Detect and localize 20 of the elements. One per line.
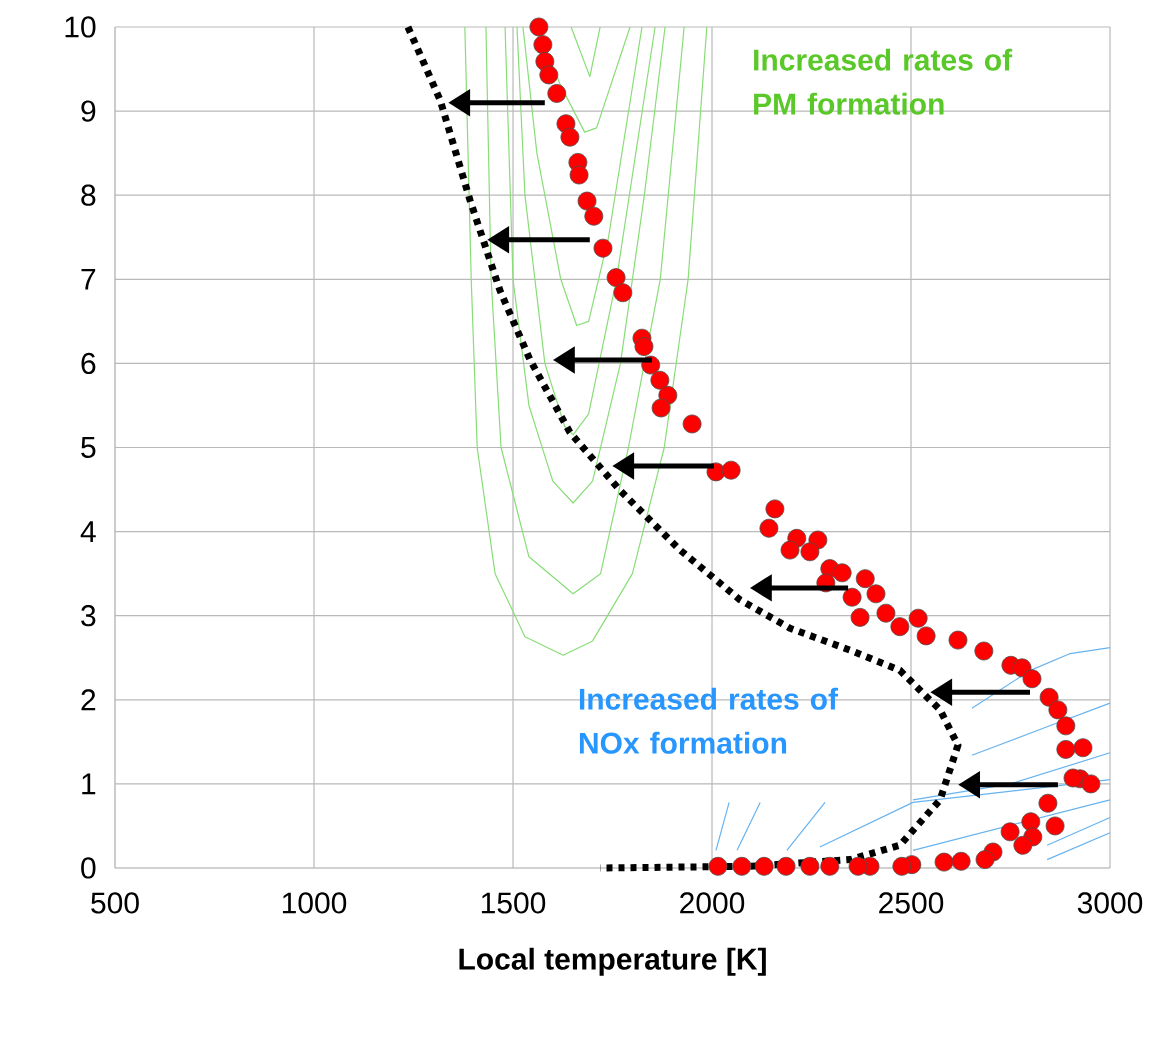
x-tick-label: 3000	[1077, 892, 1143, 914]
y-tick-label: 10	[65, 16, 96, 38]
y-tick-label: 3	[81, 605, 96, 627]
x-tick-label: 500	[91, 892, 139, 914]
annotation: Increased rates of NOx formation	[579, 687, 839, 754]
y-tick-label: 1	[82, 773, 96, 795]
y-tick-label: 4	[80, 521, 96, 542]
y-tick-label: 5	[81, 437, 96, 458]
y-tick-label: 6	[81, 352, 96, 375]
x-tick-label: 1500	[481, 892, 546, 914]
x-axis-title: Local temperature [K]	[459, 947, 766, 976]
y-tick-label: 7	[81, 268, 96, 290]
y-tick-label: 9	[81, 100, 96, 122]
annotation: Increased rates of PM formation	[754, 48, 1013, 115]
y-tick-label: 8	[81, 184, 96, 206]
y-tick-label: 0	[81, 857, 96, 879]
x-tick-label: 1000	[282, 892, 347, 914]
x-tick-label: 2500	[879, 892, 944, 914]
x-tick-label: 2000	[680, 892, 745, 914]
y-tick-label: 2	[81, 689, 96, 711]
